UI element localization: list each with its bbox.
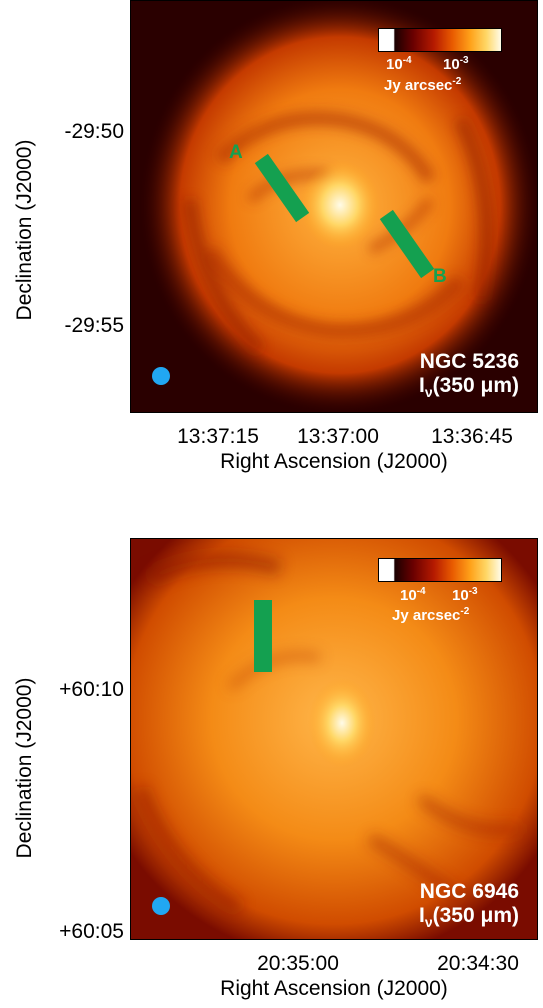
object-name: NGC 6946: [419, 880, 519, 903]
x-axis-label: Right Ascension (J2000): [220, 450, 448, 473]
x-axis-label: Right Ascension (J2000): [220, 977, 448, 1000]
colorbar-tick-1: 10-4: [400, 586, 426, 604]
x-tick-label: 13:36:45: [431, 425, 513, 448]
panel-ngc6946: 10-4 10-3 Jy arcsec-2 NGC 6946 Iν(350 μm…: [0, 530, 543, 1008]
y-axis-label: Declination (J2000): [13, 139, 36, 321]
object-name: NGC 5236: [419, 350, 519, 373]
quantity-label: Iν(350 μm): [418, 374, 519, 401]
intensity-map: [130, 538, 538, 940]
panel-ngc5236: A B 10-4 10-3 Jy arcsec-2 NGC 5236 Iν(35…: [0, 0, 543, 480]
colorbar-tick-1: 10-4: [386, 55, 412, 73]
image-map-ngc6946: [130, 538, 538, 940]
colorbar-unit: Jy arcsec-2: [384, 76, 462, 94]
y-axis-label: Declination (J2000): [13, 677, 36, 859]
colorbar: [378, 28, 502, 52]
beam-circle-icon: [152, 367, 170, 385]
beam-circle-icon: [152, 897, 170, 915]
colorbar-tick-2: 10-3: [452, 586, 478, 604]
image-map-ngc5236: [130, 0, 538, 413]
y-tick-label: -29:50: [64, 120, 124, 143]
colorbar-tick-2: 10-3: [443, 55, 469, 73]
x-tick-label: 20:35:00: [257, 952, 339, 975]
cut-label-b: B: [433, 266, 447, 287]
y-tick-label: -29:55: [64, 314, 124, 337]
cut-label-a: A: [229, 142, 243, 163]
intensity-map: [130, 0, 538, 413]
x-tick-label: 13:37:00: [297, 425, 379, 448]
x-tick-label: 13:37:15: [177, 425, 259, 448]
quantity-label: Iν(350 μm): [418, 904, 519, 931]
x-tick-label: 20:34:30: [437, 952, 519, 975]
y-tick-label: +60:05: [59, 920, 124, 943]
colorbar-unit: Jy arcsec-2: [392, 606, 470, 624]
y-tick-label: +60:10: [59, 678, 124, 701]
colorbar: [378, 558, 502, 582]
